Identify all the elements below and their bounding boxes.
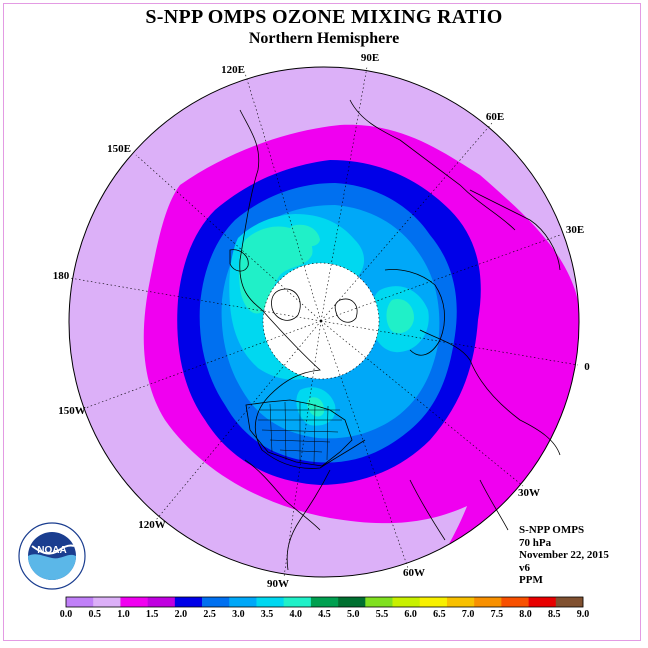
legend-swatch [365, 597, 393, 607]
noaa-logo: NOAA [18, 522, 86, 590]
legend-swatch [528, 597, 557, 607]
band-4.0-4.5 [238, 226, 313, 314]
legend-swatch [446, 597, 475, 607]
legend-swatch [147, 597, 176, 607]
legend-swatch [66, 597, 94, 607]
legend-swatch [283, 597, 312, 607]
legend-swatch [120, 597, 148, 607]
legend-swatch [229, 597, 257, 607]
lon-label-0: 0 [584, 361, 590, 373]
lon-label-150w: 150W [58, 405, 86, 417]
legend-swatch [501, 597, 529, 607]
lon-label-90e: 90E [361, 52, 379, 64]
lon-label-30e: 30E [566, 224, 584, 236]
legend-swatch [93, 597, 121, 607]
band-4.0-4.5-b [289, 224, 320, 247]
lon-label-150e: 150E [107, 143, 131, 155]
legend-colorbar [65, 596, 584, 608]
map-boundary [68, 66, 580, 578]
graticule [69, 66, 579, 578]
lon-label-30w: 30W [518, 487, 540, 499]
legend-swatch [202, 597, 230, 607]
ozone-field [69, 67, 579, 577]
state-boundaries [258, 401, 342, 465]
legend-swatch [392, 597, 421, 607]
band-4.0-4.5-c [386, 299, 414, 334]
info-instrument: S-NPP OMPS [519, 524, 585, 536]
legend-swatch [256, 597, 284, 607]
info-date: November 22, 2015 [519, 549, 609, 561]
lon-label-180: 180 [53, 270, 70, 282]
product-info: S-NPP OMPS 70 hPa November 22, 2015 v6 P… [519, 524, 609, 587]
lon-label-60e: 60E [486, 111, 504, 123]
legend-border [65, 596, 584, 608]
lon-label-120w: 120W [138, 519, 166, 531]
legend-swatch [174, 597, 203, 607]
legend-swatch [310, 597, 339, 607]
legend-swatch [555, 597, 584, 607]
legend-swatch [419, 597, 448, 607]
map-subtitle: Northern Hemisphere [248, 30, 400, 47]
info-level: 70 hPa [519, 536, 552, 549]
lon-label-60w: 60W [403, 567, 425, 579]
band-magenta-tail [430, 380, 579, 575]
noaa-logo-text: NOAA [37, 545, 66, 556]
lon-label-90w: 90W [267, 578, 289, 590]
info-version: v6 [519, 561, 530, 574]
info-units: PPM [519, 574, 543, 586]
lon-label-120e: 120E [221, 64, 245, 76]
map-title: S-NPP OMPS OZONE MIXING RATIO [145, 6, 503, 28]
legend-swatch [338, 597, 366, 607]
image-frame [3, 3, 641, 641]
legend-swatch [474, 597, 502, 607]
band-4.0-4.5-d [307, 397, 325, 417]
coastlines [229, 99, 561, 571]
